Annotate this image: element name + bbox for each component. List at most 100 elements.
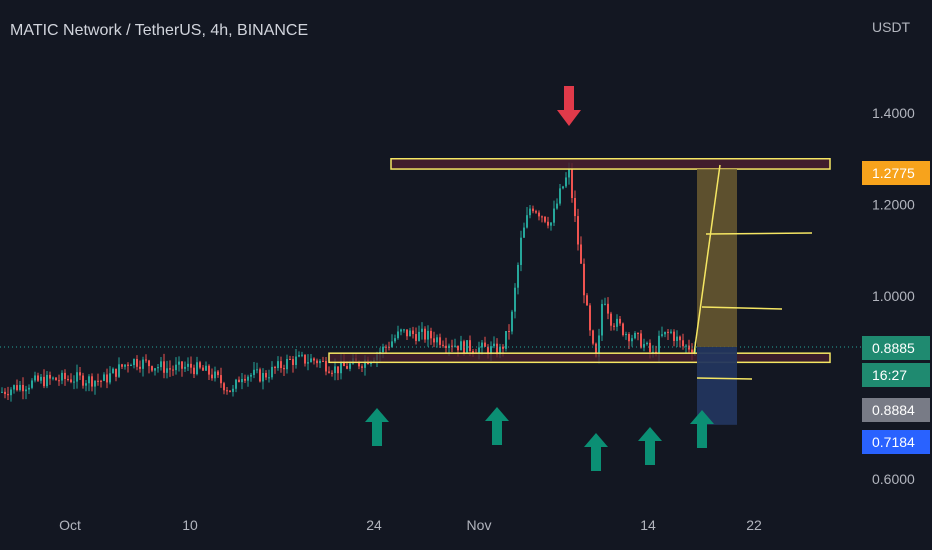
candle-body (217, 371, 219, 376)
support-zone (328, 352, 831, 364)
candle-body (337, 366, 339, 374)
candle-body (568, 168, 570, 178)
candle-body (97, 380, 99, 382)
time-tick-label: 14 (640, 517, 656, 533)
candle-body (274, 366, 276, 369)
price-badge: 1.2775 (862, 161, 930, 185)
candle-body (241, 378, 243, 383)
time-tick-label: 22 (746, 517, 762, 533)
candle-body (403, 329, 405, 331)
candle-body (244, 378, 246, 381)
candle-body (670, 331, 672, 333)
candle-body (142, 359, 144, 369)
candle-body (481, 342, 483, 348)
candle-body (433, 338, 435, 343)
candle-body (409, 330, 411, 337)
candle-body (157, 367, 159, 369)
candle-body (103, 374, 105, 381)
candle-body (7, 394, 9, 396)
candle-body (397, 331, 399, 339)
candle-body (688, 345, 690, 350)
candle-body (10, 389, 12, 396)
candle-body (265, 372, 267, 378)
candle-body (691, 349, 693, 353)
time-axis[interactable]: Oct 10 24 Nov 14 22 (59, 517, 762, 533)
candle-body (16, 385, 18, 391)
candle-body (466, 340, 468, 354)
candle-body (424, 328, 426, 340)
candle-body (601, 304, 603, 336)
candle-body (526, 215, 528, 228)
candle-body (313, 358, 315, 361)
candle-body (673, 331, 675, 341)
candle-body (259, 369, 261, 382)
candle-body (499, 346, 501, 355)
candle-body (508, 330, 510, 332)
candle-body (184, 366, 186, 369)
candle-body (139, 366, 141, 369)
candle-body (61, 372, 63, 381)
candle-body (574, 197, 576, 217)
candle-body (598, 335, 600, 357)
candle-body (562, 186, 564, 189)
candle-body (238, 379, 240, 383)
candle-body (46, 374, 48, 387)
candle-body (406, 329, 408, 337)
resistance-zone (390, 158, 831, 170)
candle-body (55, 377, 57, 381)
candle-body (112, 368, 114, 374)
candle-body (268, 377, 270, 379)
candle-body (253, 369, 255, 375)
candle-body (22, 384, 24, 392)
candle-body (148, 360, 150, 367)
candle-body (295, 356, 297, 365)
candle-body (64, 372, 66, 379)
candle-body (193, 367, 195, 375)
candle-body (388, 346, 390, 348)
candle-body (19, 384, 21, 391)
candle-body (52, 377, 54, 379)
candle-body (70, 379, 72, 383)
candle-body (667, 331, 669, 333)
candle-body (559, 188, 561, 204)
candle-body (208, 365, 210, 375)
candle-body (286, 358, 288, 370)
candle-body (34, 375, 36, 381)
candle-body (583, 263, 585, 296)
candle-body (331, 372, 333, 374)
candle-body (553, 208, 555, 223)
candle-body (340, 361, 342, 374)
candle-body (448, 345, 450, 348)
up-arrow-icon (365, 408, 389, 446)
candle-body (76, 372, 78, 382)
down-arrow-icon (557, 86, 581, 126)
candle-body (571, 168, 573, 198)
candle-body (484, 342, 486, 347)
candle-body (394, 338, 396, 342)
time-tick-label: 24 (366, 517, 382, 533)
candle-body (130, 365, 132, 367)
candle-body (283, 368, 285, 370)
candle-body (607, 303, 609, 314)
candle-body (223, 383, 225, 391)
candle-body (460, 341, 462, 351)
candle-body (94, 380, 96, 387)
price-axis[interactable]: USDT 1.4000 1.2000 1.0000 0.6000 (872, 19, 915, 487)
candle-body (592, 330, 594, 344)
candle-body (541, 216, 543, 218)
candle-body (91, 376, 93, 387)
candle-body (100, 380, 102, 382)
candle-body (490, 346, 492, 355)
candle-body (586, 295, 588, 306)
candle-body (160, 361, 162, 368)
time-tick-label: Nov (467, 517, 492, 533)
candle-body (439, 337, 441, 345)
candle-body (532, 208, 534, 212)
price-badge: 16:27 (862, 363, 930, 387)
candle-body (79, 372, 81, 376)
candle-body (82, 375, 84, 386)
candle-body (523, 227, 525, 238)
price-tick-label: 0.6000 (872, 471, 915, 487)
candle-body (298, 355, 300, 357)
